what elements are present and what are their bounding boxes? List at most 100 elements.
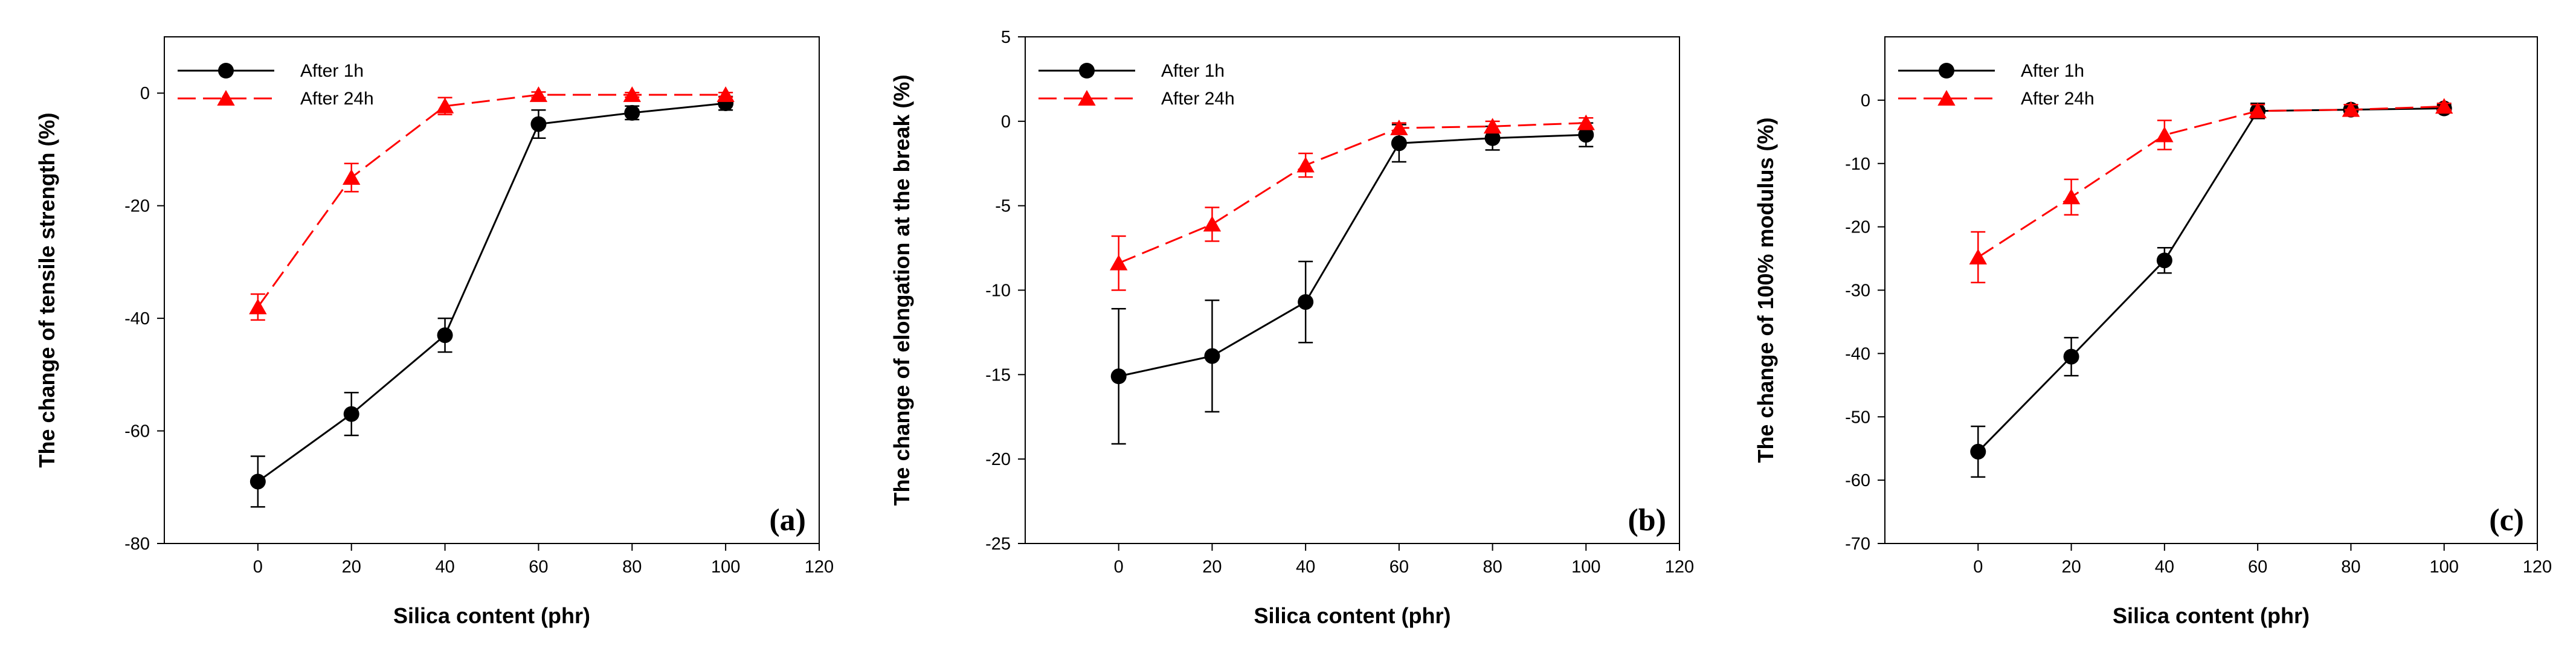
series-line-after-1h [1118,133,1586,377]
data-point-after-1h [1110,368,1127,385]
x-axis-title: Silica content (phr) [1254,603,1451,628]
x-tick-label: 120 [805,557,834,577]
y-tick-label: -60 [124,422,150,441]
data-point-after-24h [1577,114,1595,130]
series-after-24h [1110,114,1595,291]
y-tick-label: 0 [1861,91,1870,111]
y-tick-label: 0 [140,84,150,103]
data-point-after-1h [530,116,547,132]
x-tick-label: 80 [622,557,642,577]
series-line-after-24h [1118,122,1586,264]
x-tick-label: 120 [2523,557,2552,577]
y-tick-label: -80 [124,534,150,554]
chart-panel-b: 0 20 40 60 80 100 120 -25 -20 -15 -10 -5 0 5 Silica co… [889,28,1694,628]
x-tick-label: 40 [1296,557,1315,577]
data-point-after-1h [1391,135,1407,152]
y-tick-label: -70 [1845,534,1870,554]
x-axis-title: Silica content (phr) [2113,603,2310,628]
data-point-after-1h [250,473,266,490]
y-tick-label: -25 [985,534,1011,554]
panel-label: (a) [769,503,806,537]
data-point-after-1h [1970,443,1986,460]
y-tick-label: -40 [1845,344,1870,364]
data-point-after-24h [1110,254,1128,271]
legend-marker-after-1h [218,63,234,79]
x-tick-label: 60 [529,557,548,577]
data-point-after-1h [1298,294,1314,310]
x-tick-label: 40 [435,557,454,577]
data-point-after-24h [716,86,735,102]
y-tick-label: -60 [1845,471,1870,490]
data-point-after-24h [2156,126,2174,143]
data-point-after-24h [1296,156,1315,173]
y-axis-title: The change of elongation at the break (%… [889,74,914,505]
data-point-after-24h [343,169,361,185]
data-point-after-1h [343,406,359,422]
legend: After 1h After 24h [1038,61,1235,109]
data-point-after-24h [249,298,267,315]
data-point-after-1h [2063,348,2079,365]
data-point-after-24h [1969,248,1987,264]
y-tick-label: -15 [985,365,1011,385]
legend: After 1h After 24h [178,61,374,109]
y-tick-label: -20 [985,450,1011,469]
legend-marker-after-24h [217,90,235,106]
x-tick-label: 20 [1202,557,1222,577]
data-point-after-24h [2062,188,2081,205]
legend: After 1h After 24h [1898,61,2095,109]
data-point-after-1h [624,104,640,121]
data-point-after-24h [1203,216,1222,232]
y-tick-label: -10 [985,281,1011,301]
x-tick-label: 100 [2430,557,2459,577]
x-tick-label: 0 [253,557,263,577]
y-tick-label: -20 [124,197,150,216]
legend-label-after-24h: After 24h [1161,89,1235,109]
legend-marker-after-1h [1939,63,1954,79]
legend-label-after-1h: After 1h [1161,61,1225,81]
series-after-1h [1110,122,1594,445]
x-tick-label: 0 [1973,557,1983,577]
series-after-24h [1969,98,2453,284]
series-line-after-24h [1977,105,2444,258]
data-point-after-24h [1483,118,1502,134]
data-point-after-1h [1484,130,1501,146]
data-point-after-1h [1204,348,1220,364]
x-tick-label: 120 [1665,557,1694,577]
series-line-after-24h [257,94,726,308]
y-tick-label: -40 [124,309,150,329]
y-tick-label: -5 [995,197,1011,216]
series-after-1h [250,95,734,508]
data-point-after-24h [529,86,548,102]
data-point-after-1h [2156,252,2172,269]
series-after-24h [249,86,735,321]
x-tick-label: 40 [2155,557,2174,577]
legend-label-after-1h: After 1h [300,61,364,81]
legend-label-after-1h: After 1h [2021,61,2084,81]
data-point-after-24h [2342,101,2360,117]
data-point-after-24h [2435,98,2453,114]
y-axis-title: The change of tensile strength (%) [34,112,59,467]
x-tick-label: 20 [342,557,361,577]
data-point-after-1h [437,327,453,344]
x-tick-label: 0 [1114,557,1124,577]
y-tick-label: 5 [1001,28,1011,47]
legend-label-after-24h: After 24h [2021,89,2095,109]
chart-panel-c: 0 20 40 60 80 100 120 -70 -60 -50 -40 -30 -20 -10 0 Sil… [1753,36,2552,628]
legend-marker-after-24h [1078,90,1096,106]
legend-label-after-24h: After 24h [300,89,374,109]
legend-marker-after-24h [1937,90,1956,106]
panel-label: (b) [1628,503,1666,537]
y-tick-label: -20 [1845,218,1870,237]
series-line-after-1h [257,102,726,482]
plot-frame [164,36,820,544]
series-line-after-1h [1977,107,2444,452]
data-point-after-24h [623,86,641,102]
y-tick-label: -50 [1845,408,1870,427]
data-point-after-24h [2249,102,2267,118]
y-tick-label: 0 [1001,112,1011,132]
legend-marker-after-1h [1079,63,1095,79]
x-tick-label: 20 [2061,557,2081,577]
series-after-1h [1970,100,2452,478]
data-point-after-1h [1578,127,1594,143]
